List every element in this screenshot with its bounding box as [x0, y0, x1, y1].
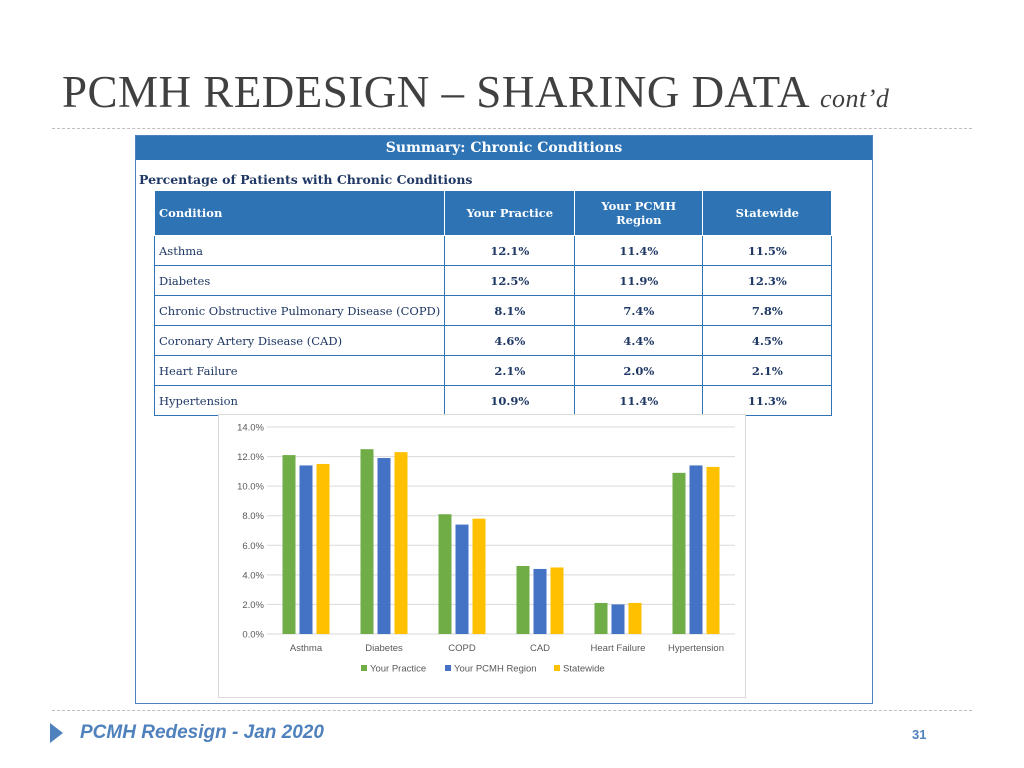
cell-condition: Diabetes: [153, 265, 446, 296]
bar: [594, 602, 608, 634]
chronic-conditions-table: Condition Your Practice Your PCMH Region…: [153, 190, 833, 416]
cell-condition: Chronic Obstructive Pulmonary Disease (C…: [153, 295, 446, 326]
footer-arrow-icon: [50, 723, 63, 743]
bar: [316, 463, 330, 634]
cell-condition: Heart Failure: [153, 355, 446, 386]
cell-statewide: 11.3%: [702, 385, 833, 416]
column-header-your-practice: Your Practice: [444, 190, 576, 236]
bar: [360, 449, 374, 634]
y-tick-label: 6.0%: [242, 541, 264, 552]
legend-swatch: [554, 665, 560, 671]
cell-pcmh-region: 4.4%: [574, 325, 704, 356]
page-number: 31: [912, 727, 927, 742]
bar: [438, 514, 452, 634]
slide-title-text: PCMH REDESIGN – SHARING DATA: [62, 67, 810, 117]
bar-chart: 0.0% 2.0% 4.0% 6.0% 8.0% 10.0% 12.0% 14.0% Asthm…: [237, 423, 735, 675]
table-header-row: Condition Your Practice Your PCMH Region…: [153, 190, 833, 236]
y-tick-label: 14.0%: [237, 423, 264, 434]
bar: [394, 452, 408, 634]
legend-label: Your PCMH Region: [454, 664, 537, 675]
bar: [516, 565, 530, 634]
bar: [672, 472, 686, 634]
cell-statewide: 12.3%: [702, 265, 833, 296]
y-tick-label: 8.0%: [242, 511, 264, 522]
cell-your-practice: 4.6%: [444, 325, 576, 356]
table-row: Hypertension 10.9% 11.4% 11.3%: [153, 385, 833, 416]
cell-pcmh-region: 11.4%: [574, 385, 704, 416]
cell-your-practice: 12.1%: [444, 235, 576, 266]
y-tick-label: 10.0%: [237, 482, 264, 493]
column-header-condition: Condition: [153, 190, 446, 236]
chart-container: 0.0% 2.0% 4.0% 6.0% 8.0% 10.0% 12.0% 14.0% Asthm…: [218, 414, 746, 698]
x-tick-label: Diabetes: [365, 643, 403, 654]
x-tick-label: COPD: [448, 643, 476, 654]
cell-your-practice: 2.1%: [444, 355, 576, 386]
bar: [611, 604, 625, 634]
y-tick-label: 2.0%: [242, 600, 264, 611]
bar: [282, 455, 296, 634]
cell-your-practice: 12.5%: [444, 265, 576, 296]
cell-statewide: 4.5%: [702, 325, 833, 356]
column-header-pcmh-region: Your PCMH Region: [574, 190, 704, 236]
cell-condition: Asthma: [153, 235, 446, 266]
table-row: Heart Failure 2.1% 2.0% 2.1%: [153, 355, 833, 386]
section-label: Percentage of Patients with Chronic Cond…: [139, 172, 473, 187]
cell-your-practice: 10.9%: [444, 385, 576, 416]
bar: [533, 568, 547, 634]
table-row: Coronary Artery Disease (CAD) 4.6% 4.4% …: [153, 325, 833, 356]
x-tick-label: Heart Failure: [591, 643, 646, 654]
bar: [550, 567, 564, 634]
cell-statewide: 2.1%: [702, 355, 833, 386]
footer-text: PCMH Redesign - Jan 2020: [80, 722, 324, 743]
footer-divider: [52, 710, 972, 711]
column-header-statewide: Statewide: [702, 190, 833, 236]
cell-pcmh-region: 2.0%: [574, 355, 704, 386]
bar: [377, 458, 391, 634]
table-row: Chronic Obstructive Pulmonary Disease (C…: [153, 295, 833, 326]
cell-pcmh-region: 11.4%: [574, 235, 704, 266]
x-tick-label: Asthma: [290, 643, 323, 654]
legend-swatch: [361, 665, 367, 671]
cell-condition: Coronary Artery Disease (CAD): [153, 325, 446, 356]
cell-condition: Hypertension: [153, 385, 446, 416]
panel-header: Summary: Chronic Conditions: [136, 136, 872, 160]
bar: [628, 602, 642, 634]
slide-title: PCMH REDESIGN – SHARING DATA cont’d: [62, 66, 889, 118]
chronic-conditions-panel: Summary: Chronic Conditions Percentage o…: [135, 135, 873, 704]
cell-pcmh-region: 11.9%: [574, 265, 704, 296]
bar: [472, 518, 486, 634]
x-tick-label: Hypertension: [668, 643, 724, 654]
y-tick-label: 0.0%: [242, 630, 264, 641]
bar: [689, 465, 703, 634]
bar: [706, 466, 720, 634]
legend-swatch: [445, 665, 451, 671]
cell-your-practice: 8.1%: [444, 295, 576, 326]
title-divider: [52, 128, 972, 129]
bar: [455, 524, 469, 634]
cell-statewide: 11.5%: [702, 235, 833, 266]
cell-statewide: 7.8%: [702, 295, 833, 326]
legend-label: Your Practice: [370, 664, 426, 675]
legend-label: Statewide: [563, 664, 605, 675]
slide-title-suffix: cont’d: [819, 84, 890, 113]
bar: [299, 465, 313, 634]
table-row: Asthma 12.1% 11.4% 11.5%: [153, 235, 833, 266]
y-tick-label: 4.0%: [242, 570, 264, 581]
x-tick-label: CAD: [530, 643, 550, 654]
table-row: Diabetes 12.5% 11.9% 12.3%: [153, 265, 833, 296]
y-tick-label: 12.0%: [237, 452, 264, 463]
cell-pcmh-region: 7.4%: [574, 295, 704, 326]
